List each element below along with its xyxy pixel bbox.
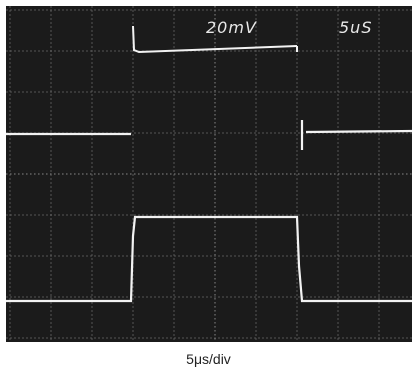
trace-middle-waveform	[6, 120, 412, 150]
trace-lower-square-path	[6, 215, 412, 303]
graticule-center-axes	[6, 6, 412, 342]
trace-lower-square-wave	[6, 215, 412, 303]
time-per-div-label: 5uS	[339, 18, 373, 37]
figure-caption: 5μs/div	[186, 351, 231, 367]
volts-per-div-label: 20mV	[206, 18, 257, 37]
trace-top-segment	[132, 25, 298, 54]
oscilloscope-screen: 20mV 5uS	[6, 6, 412, 342]
trace-middle-right-level	[305, 129, 412, 134]
trace-top-pulse	[132, 25, 298, 54]
oscilloscope-display	[6, 6, 412, 342]
